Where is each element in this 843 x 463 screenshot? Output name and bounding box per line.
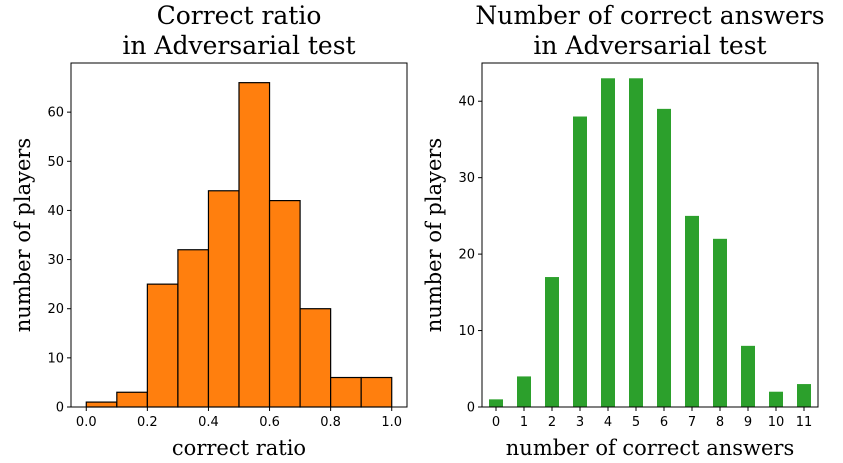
chart2-bar (489, 399, 503, 407)
chart1-y-tick-label: 10 (47, 351, 64, 366)
chart2-x-tick-label: 9 (744, 415, 752, 430)
chart2-bar (545, 277, 559, 407)
chart2-bar (601, 78, 615, 408)
chart1-bar (299, 308, 332, 408)
chart2-bar (657, 108, 671, 407)
chart2-x-tick-label: 2 (548, 415, 556, 430)
chart2-bar (629, 78, 643, 408)
chart2-y-tick-label: 10 (458, 324, 475, 339)
chart1-x-ticks: 0.0 0.2 0.4 0.6 0.8 1.0 (76, 407, 402, 430)
chart2-y-tick-label: 40 (458, 95, 475, 110)
chart2-x-tick-label: 8 (716, 415, 724, 430)
chart2-x-tick-label: 4 (604, 415, 612, 430)
bar-chart-correct-answers: Number of correct answers in Adversarial… (422, 1, 825, 460)
chart2-x-tick-label: 0 (492, 415, 500, 430)
chart2-bar (573, 116, 587, 407)
chart2-bar (713, 238, 727, 407)
chart1-bars (85, 82, 393, 408)
chart2-x-tick-label: 7 (688, 415, 696, 430)
chart1-bar (268, 200, 301, 408)
chart1-axes-frame (70, 62, 408, 408)
chart1-bar (177, 249, 210, 408)
chart1-bar (85, 401, 118, 408)
chart2-bar (685, 215, 699, 407)
chart2-bar (741, 345, 755, 407)
chart1-y-tick-label: 30 (47, 253, 64, 268)
chart1-x-tick-label: 0.0 (76, 415, 97, 430)
chart1-y-tick-label: 50 (47, 155, 64, 170)
chart1-bar (146, 283, 179, 408)
chart2-axes-frame (481, 62, 819, 408)
chart1-x-tick-label: 0.4 (198, 415, 219, 430)
chart1-x-tick-label: 1.0 (381, 415, 402, 430)
chart2-y-tick-label: 0 (467, 401, 475, 416)
chart2-title-line1: Number of correct answers (475, 1, 824, 30)
chart1-x-axis-label: correct ratio (172, 436, 306, 460)
chart1-y-tick-label: 60 (47, 106, 64, 121)
chart1-x-tick-label: 0.2 (137, 415, 158, 430)
chart1-title-line2: in Adversarial test (122, 31, 355, 60)
chart2-x-tick-label: 6 (660, 415, 668, 430)
chart2-y-axis-label: number of players (422, 138, 446, 332)
chart1-y-tick-label: 0 (56, 401, 64, 416)
chart2-bars (489, 78, 811, 408)
chart2-x-tick-label: 3 (576, 415, 584, 430)
chart2-title-line2: in Adversarial test (533, 31, 766, 60)
chart2-bar (517, 376, 531, 407)
chart2-x-tick-label: 1 (520, 415, 528, 430)
chart2-bar (797, 384, 811, 407)
chart2-x-tick-label: 10 (768, 415, 785, 430)
chart1-y-ticks: 0 10 20 30 40 50 60 (47, 106, 71, 416)
chart1-bar (238, 82, 271, 408)
chart1-bar (116, 391, 148, 408)
chart2-x-tick-label: 11 (796, 415, 813, 430)
histogram-correct-ratio: Correct ratio in Adversarial test 0.0 0.2… (11, 1, 408, 460)
chart2-x-axis-label: number of correct answers (506, 436, 794, 460)
chart2-x-tick-label: 5 (632, 415, 640, 430)
chart1-y-tick-label: 40 (47, 204, 64, 219)
chart1-x-tick-label: 0.8 (320, 415, 341, 430)
chart1-bar (360, 376, 393, 408)
chart2-bar (769, 391, 783, 407)
chart1-title-line1: Correct ratio (157, 1, 322, 30)
chart1-x-tick-label: 0.6 (259, 415, 280, 430)
chart1-y-axis-label: number of players (11, 138, 35, 332)
chart2-y-tick-label: 30 (458, 171, 475, 186)
chart1-bar (207, 190, 240, 408)
chart2-y-ticks: 0 10 20 30 40 (458, 95, 482, 416)
chart1-y-tick-label: 20 (47, 302, 64, 317)
chart2-y-tick-label: 20 (458, 248, 475, 263)
chart1-bar (330, 376, 362, 408)
chart2-x-ticks: 0 1 2 3 4 5 6 7 8 9 10 11 (492, 407, 812, 430)
